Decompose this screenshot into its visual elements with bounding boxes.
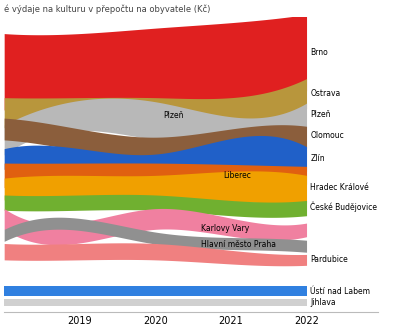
Text: Zlín: Zlín [310, 154, 325, 163]
Text: Plzeň: Plzeň [163, 111, 184, 120]
Text: Olomouc: Olomouc [310, 131, 344, 140]
Text: Hlavní město Praha: Hlavní město Praha [201, 240, 276, 249]
Text: České Budějovice: České Budějovice [310, 201, 377, 212]
Text: Jihlava: Jihlava [310, 298, 336, 307]
Text: Ostrava: Ostrava [310, 89, 340, 98]
Text: Ústí nad Labem: Ústí nad Labem [310, 287, 370, 296]
Text: Karlovy Vary: Karlovy Vary [201, 224, 249, 233]
Text: Hradec Králové: Hradec Králové [310, 183, 369, 192]
Text: é výdaje na kulturu v přepočtu na obyvatele (Kč): é výdaje na kulturu v přepočtu na obyvat… [4, 4, 210, 14]
Text: Pardubice: Pardubice [310, 255, 348, 264]
Text: Plzeň: Plzeň [310, 110, 331, 118]
Text: Liberec: Liberec [223, 171, 251, 180]
Text: Brno: Brno [310, 48, 328, 57]
